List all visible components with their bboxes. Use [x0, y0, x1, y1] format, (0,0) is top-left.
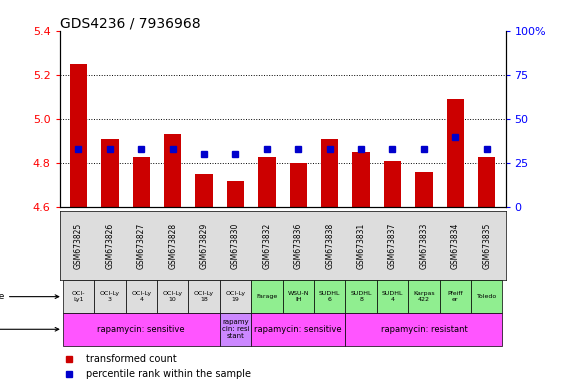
Text: GSM673828: GSM673828 [168, 223, 177, 269]
Text: SUDHL
4: SUDHL 4 [382, 291, 403, 302]
Bar [353, 152, 370, 207]
Bar [133, 157, 150, 207]
Bar [157, 280, 189, 313]
Bar [290, 163, 307, 207]
Text: SUDHL
6: SUDHL 6 [319, 291, 340, 302]
Bar [101, 139, 119, 207]
Bar [345, 280, 377, 313]
Bar [251, 313, 345, 346]
Bar [126, 280, 157, 313]
Text: percentile rank within the sample: percentile rank within the sample [86, 369, 252, 379]
Text: cell line: cell line [0, 292, 59, 301]
Text: Karpas
422: Karpas 422 [413, 291, 435, 302]
Text: WSU-N
IH: WSU-N IH [287, 291, 309, 302]
Text: OCI-Ly
19: OCI-Ly 19 [225, 291, 245, 302]
Text: GSM673831: GSM673831 [357, 223, 366, 269]
Bar [478, 157, 495, 207]
Text: Toledo: Toledo [477, 294, 497, 299]
Bar [251, 280, 283, 313]
Bar [446, 99, 464, 207]
Bar [164, 134, 181, 207]
Text: rapamycin: resistant: rapamycin: resistant [381, 325, 467, 334]
Text: OCI-Ly
10: OCI-Ly 10 [162, 291, 183, 302]
Text: GSM673827: GSM673827 [137, 223, 146, 269]
Text: rapamycin: sensitive: rapamycin: sensitive [254, 325, 342, 334]
Text: GDS4236 / 7936968: GDS4236 / 7936968 [60, 17, 201, 31]
Bar [227, 181, 244, 207]
Bar [377, 280, 408, 313]
Text: Farage: Farage [256, 294, 278, 299]
Text: OCI-Ly
18: OCI-Ly 18 [194, 291, 214, 302]
Text: GSM673829: GSM673829 [199, 223, 208, 269]
Text: GSM673832: GSM673832 [262, 223, 272, 269]
Bar [189, 280, 220, 313]
Bar [471, 280, 502, 313]
Text: GSM673825: GSM673825 [74, 223, 83, 269]
Text: GSM673834: GSM673834 [451, 223, 460, 269]
Text: GSM673838: GSM673838 [325, 223, 334, 269]
Bar [220, 280, 251, 313]
Text: GSM673833: GSM673833 [419, 223, 428, 269]
Bar [408, 280, 440, 313]
Text: rapamycin: sensitive: rapamycin: sensitive [98, 325, 185, 334]
Bar [195, 174, 212, 207]
Text: rapamy
cin: resi
stant: rapamy cin: resi stant [222, 319, 249, 339]
Bar [70, 64, 87, 207]
Bar [440, 280, 471, 313]
Bar [63, 313, 220, 346]
Text: other: other [0, 325, 59, 334]
Text: SUDHL
8: SUDHL 8 [350, 291, 372, 302]
Bar [384, 161, 401, 207]
Bar [220, 313, 251, 346]
Bar [283, 280, 314, 313]
Bar [314, 280, 345, 313]
Text: OCI-Ly
3: OCI-Ly 3 [100, 291, 120, 302]
Text: GSM673835: GSM673835 [482, 223, 491, 269]
Text: OCI-
Ly1: OCI- Ly1 [72, 291, 85, 302]
Bar [321, 139, 339, 207]
Bar [94, 280, 126, 313]
Text: GSM673836: GSM673836 [294, 223, 303, 269]
Text: OCI-Ly
4: OCI-Ly 4 [131, 291, 151, 302]
Bar [415, 172, 432, 207]
Text: GSM673830: GSM673830 [231, 223, 240, 269]
Bar [345, 313, 502, 346]
Bar [63, 280, 94, 313]
Text: transformed count: transformed count [86, 354, 177, 364]
Text: Pfeiff
er: Pfeiff er [448, 291, 463, 302]
Text: GSM673837: GSM673837 [388, 223, 397, 269]
Bar [258, 157, 275, 207]
Text: GSM673826: GSM673826 [106, 223, 114, 269]
